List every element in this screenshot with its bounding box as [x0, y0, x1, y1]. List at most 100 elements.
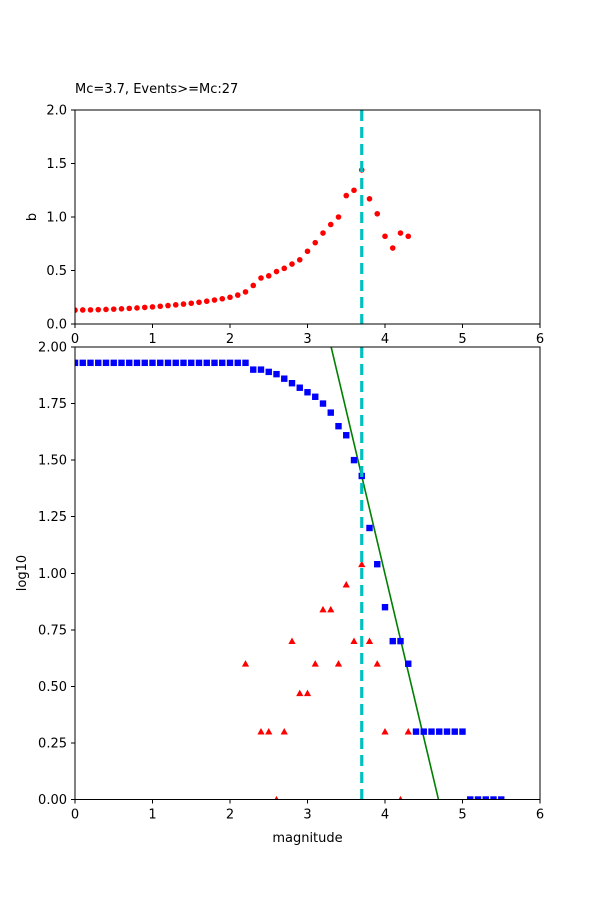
b-value-plot-spines	[74, 109, 541, 325]
data-point	[180, 301, 187, 307]
data-point	[498, 796, 505, 800]
data-point	[258, 275, 264, 281]
y-tick-label: 1.25	[38, 510, 67, 525]
data-point	[257, 728, 265, 735]
data-point	[172, 359, 179, 367]
cumulative-event-counts	[75, 359, 505, 800]
data-point	[250, 282, 257, 289]
data-point	[75, 307, 78, 313]
data-point	[366, 524, 373, 532]
data-point	[459, 728, 466, 735]
data-point	[327, 409, 334, 416]
data-point	[219, 295, 226, 302]
x-tick-label: 4	[381, 808, 389, 823]
data-point	[327, 221, 334, 228]
data-point	[405, 660, 412, 667]
gutenberg-richter-fit-line	[330, 347, 440, 800]
y-tick-label: 0.25	[38, 736, 67, 751]
y-tick-label: 0.0	[46, 318, 67, 333]
y-tick-label: 2.0	[46, 104, 67, 119]
data-point	[165, 302, 171, 309]
data-point	[211, 297, 218, 303]
data-point	[242, 359, 249, 367]
data-point	[373, 660, 381, 667]
data-point	[87, 359, 94, 367]
data-point	[273, 370, 280, 378]
incremental-event-counts	[241, 560, 412, 800]
y-tick-label: 0.50	[38, 680, 67, 695]
data-point	[188, 300, 195, 307]
data-point	[451, 728, 458, 735]
data-point	[303, 689, 312, 697]
data-point	[102, 359, 110, 367]
b-vs-cutoff-magnitude	[75, 167, 412, 313]
data-point	[103, 306, 109, 313]
data-point	[265, 273, 272, 279]
y-tick-label: 1.5	[46, 157, 67, 172]
data-point	[110, 306, 117, 312]
data-point	[281, 265, 288, 272]
data-point	[157, 359, 164, 367]
data-point	[334, 660, 343, 667]
data-point	[95, 359, 102, 367]
data-point	[389, 245, 396, 251]
data-point	[382, 233, 388, 240]
y-tick-label: 0.5	[46, 264, 67, 279]
data-point	[79, 359, 86, 367]
data-point	[211, 359, 218, 367]
data-point	[234, 359, 241, 367]
data-point	[288, 637, 296, 645]
y-tick-label: 0.00	[38, 793, 67, 808]
data-point	[126, 305, 133, 312]
data-point	[126, 359, 133, 367]
data-point	[467, 796, 474, 800]
data-point	[118, 306, 125, 312]
y-tick-label: 1.00	[38, 567, 67, 582]
data-point	[288, 380, 296, 387]
data-point	[482, 796, 489, 800]
data-point	[257, 366, 265, 373]
data-point	[366, 196, 373, 202]
fmd-plot-tick-labels: 0 1 2 3 4 5 6 0.00 0.25 0.50 0.75 1.00 1.25 1.50 1.75 2…	[38, 341, 544, 823]
data-point	[75, 359, 79, 367]
data-point	[196, 299, 202, 306]
data-point	[343, 192, 350, 199]
fmd-plot-spines	[74, 346, 541, 800]
data-point	[335, 214, 342, 220]
data-point	[350, 637, 358, 645]
x-tick-label: 1	[148, 808, 156, 823]
data-point	[319, 400, 327, 407]
data-point	[95, 306, 102, 313]
data-point	[304, 389, 311, 396]
data-point	[319, 605, 327, 613]
data-point	[149, 304, 156, 310]
data-point	[273, 268, 280, 275]
plot-title: Mc=3.7, Events>=Mc:27	[75, 82, 238, 97]
data-point	[133, 359, 141, 367]
data-point	[436, 728, 443, 735]
b-value-plot-tick-labels: 0 1 2 3 4 5 6 0.0 0.5 1.0 1.5 2.0	[46, 104, 544, 348]
data-point	[312, 393, 319, 400]
data-point	[490, 796, 497, 800]
b-value-plot-tick-marks	[71, 109, 541, 328]
y-axis-label-log10: log10	[15, 555, 30, 591]
y-axis-label-b: b	[25, 213, 40, 221]
data-point	[311, 660, 319, 667]
data-point	[381, 728, 389, 735]
data-point	[381, 603, 389, 611]
data-point	[234, 292, 241, 298]
y-tick-label: 1.75	[38, 397, 67, 412]
x-tick-label: 4	[381, 332, 389, 347]
data-point	[420, 728, 427, 735]
x-axis-label-magnitude: magnitude	[272, 831, 342, 846]
data-point	[195, 359, 203, 367]
data-point	[281, 375, 288, 382]
data-point	[110, 359, 117, 367]
data-point	[274, 795, 279, 800]
x-tick-label: 1	[148, 332, 156, 347]
data-point	[374, 561, 381, 568]
data-point	[404, 728, 412, 735]
y-tick-label: 2.00	[38, 341, 67, 356]
data-point	[405, 233, 412, 240]
